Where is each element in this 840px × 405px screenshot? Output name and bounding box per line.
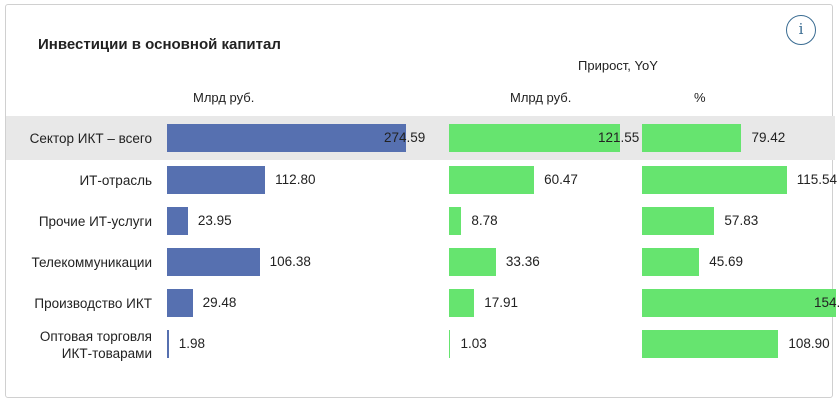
bar-growth-pct bbox=[642, 166, 787, 194]
data-label-growth-pct: 154.91 bbox=[814, 295, 840, 310]
data-label-value: 1.98 bbox=[178, 336, 205, 351]
data-label-growth-abs: 33.36 bbox=[505, 254, 540, 269]
bar-growth-abs bbox=[449, 207, 462, 235]
bar-growth-pct bbox=[642, 289, 836, 317]
data-label-value: 23.95 bbox=[197, 213, 232, 228]
bar-growth-pct bbox=[642, 248, 700, 276]
column-header-growth-pct: % bbox=[694, 90, 706, 105]
bar-growth-abs bbox=[449, 289, 475, 317]
bar-growth-abs bbox=[449, 124, 620, 152]
bar-value bbox=[167, 330, 169, 358]
data-label-growth-pct: 108.90 bbox=[788, 336, 830, 351]
growth-group-header: Прирост, YoY bbox=[578, 58, 658, 73]
data-label-growth-abs: 8.78 bbox=[471, 213, 498, 228]
bar-value bbox=[167, 207, 188, 235]
data-label-growth-abs: 121.55 bbox=[598, 130, 640, 145]
data-label-growth-pct: 115.54 bbox=[796, 172, 837, 187]
row-label: Сектор ИКТ – всего bbox=[29, 131, 152, 146]
data-label-growth-pct: 45.69 bbox=[709, 254, 744, 269]
row-label: Оптовая торговля ИКТ-товарами bbox=[39, 329, 152, 361]
data-label-value: 29.48 bbox=[202, 295, 237, 310]
column-header-value: Млрд руб. bbox=[193, 90, 255, 105]
data-label-growth-pct: 79.42 bbox=[751, 130, 786, 145]
bar-value bbox=[167, 166, 266, 194]
bar-growth-abs bbox=[449, 166, 535, 194]
row-label: Производство ИКТ bbox=[34, 296, 152, 311]
column-header-growth-abs: Млрд руб. bbox=[510, 90, 572, 105]
chart-title: Инвестиции в основной капитал bbox=[38, 36, 281, 53]
data-label-growth-abs: 60.47 bbox=[544, 172, 578, 187]
info-icon[interactable]: i bbox=[786, 15, 816, 45]
data-label-growth-pct: 57.83 bbox=[724, 213, 759, 228]
bar-value bbox=[167, 124, 406, 152]
bar-growth-pct bbox=[642, 207, 715, 235]
bar-growth-abs bbox=[449, 330, 451, 358]
data-label-growth-abs: 17.91 bbox=[484, 295, 518, 310]
data-label-value: 106.38 bbox=[269, 254, 311, 269]
bar-value bbox=[167, 248, 260, 276]
data-label-growth-abs: 1.03 bbox=[460, 336, 487, 351]
data-label-value: 274.59 bbox=[384, 130, 426, 145]
bar-growth-pct bbox=[642, 124, 742, 152]
row-label: Телекоммуникации bbox=[31, 255, 153, 270]
data-label-value: 112.80 bbox=[275, 172, 316, 187]
bar-value bbox=[167, 289, 193, 317]
bar-growth-abs bbox=[449, 248, 496, 276]
bar-growth-pct bbox=[642, 330, 779, 358]
row-label: ИТ-отрасль bbox=[79, 173, 152, 188]
row-label: Прочие ИТ-услуги bbox=[38, 214, 152, 229]
